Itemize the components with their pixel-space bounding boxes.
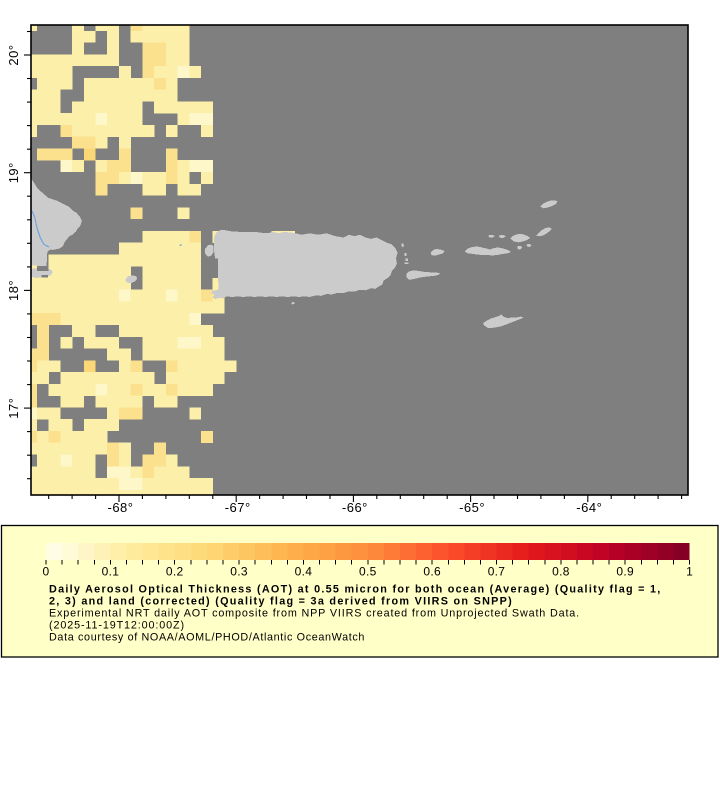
svg-text:0.5: 0.5 (359, 565, 377, 579)
svg-text:0: 0 (43, 565, 50, 579)
svg-text:-66°: -66° (342, 500, 368, 515)
svg-text:0.9: 0.9 (616, 565, 634, 579)
svg-text:0.8: 0.8 (552, 565, 570, 579)
svg-text:Daily Aerosol Optical Thicknes: Daily Aerosol Optical Thickness (AOT) at… (49, 584, 662, 596)
svg-text:-64°: -64° (576, 500, 602, 515)
svg-text:0.3: 0.3 (230, 565, 248, 579)
svg-text:0.2: 0.2 (166, 565, 184, 579)
svg-text:17°: 17° (6, 398, 21, 419)
svg-text:19°: 19° (6, 162, 21, 183)
svg-text:0.7: 0.7 (488, 565, 506, 579)
svg-text:0.4: 0.4 (295, 565, 313, 579)
svg-text:0.1: 0.1 (102, 565, 120, 579)
svg-text:0.6: 0.6 (423, 565, 441, 579)
svg-text:2, 3) and land (corrected) (Qu: 2, 3) and land (corrected) (Quality flag… (49, 596, 513, 608)
svg-text:Data courtesy of NOAA/AOML/PHO: Data courtesy of NOAA/AOML/PHOD/Atlantic… (49, 632, 365, 644)
svg-text:-67°: -67° (225, 500, 251, 515)
svg-text:-68°: -68° (108, 500, 134, 515)
svg-text:(2025-11-19T12:00:00Z): (2025-11-19T12:00:00Z) (49, 620, 185, 632)
svg-text:18°: 18° (6, 280, 21, 301)
svg-text:-65°: -65° (459, 500, 485, 515)
svg-text:Experimental NRT daily AOT com: Experimental NRT daily AOT composite fro… (49, 608, 580, 620)
svg-text:1: 1 (686, 565, 693, 579)
svg-text:20°: 20° (6, 44, 21, 65)
